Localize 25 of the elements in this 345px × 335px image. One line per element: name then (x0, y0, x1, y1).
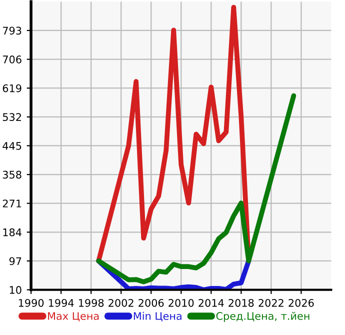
y-tick-label: 271 (2, 200, 22, 208)
y-tick-label: 706 (2, 56, 22, 64)
y-tick-label: 619 (2, 84, 22, 92)
x-tick-label: 2002 (108, 298, 134, 307)
x-tick-label: 2014 (198, 298, 224, 307)
legend-label: Max Цена (48, 312, 99, 322)
y-tick-label: 97 (9, 257, 22, 266)
x-tick-label: 2018 (228, 298, 254, 307)
line-series (96, 93, 296, 284)
legend-label: Min Цена (134, 312, 182, 322)
y-tick-label: 10 (10, 286, 22, 294)
x-tick-label: 1990 (18, 298, 44, 307)
x-tick-label: 1994 (48, 298, 74, 307)
y-tick-label: 358 (2, 170, 22, 179)
y-tick-label: 793 (2, 26, 22, 35)
x-tick-label: 2022 (258, 298, 284, 307)
legend-label: Сред.Цена, т.йен (216, 312, 310, 322)
x-tick-label: 1998 (78, 298, 104, 307)
y-tick-label: 184 (3, 228, 22, 236)
y-tick-label: 532 (2, 113, 21, 122)
x-tick-label: 2006 (138, 298, 164, 307)
y-tick-label: 445 (2, 142, 22, 150)
line-series (96, 258, 252, 290)
x-tick-label: 2026 (288, 298, 314, 307)
x-tick-label: 2010 (168, 298, 194, 307)
